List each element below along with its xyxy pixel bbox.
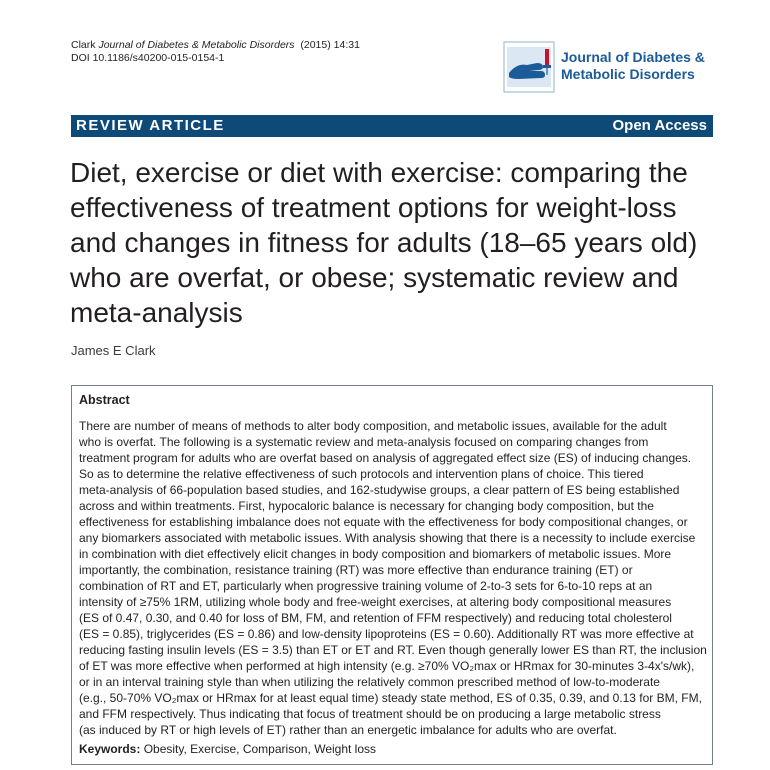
article-title: Diet, exercise or diet with exercise: co… bbox=[70, 157, 698, 328]
citation-journal: Journal of Diabetes & Metabolic Disorder… bbox=[98, 39, 295, 51]
keywords-line: Keywords: Obesity, Exercise, Comparison,… bbox=[79, 741, 376, 757]
citation-author: Clark bbox=[71, 39, 96, 51]
citation-volume: (2015) 14:31 bbox=[300, 39, 360, 51]
citation-line: Clark Journal of Diabetes & Metabolic Di… bbox=[71, 39, 360, 52]
keywords-label: Keywords: bbox=[79, 742, 141, 756]
journal-logo-title: Journal of Diabetes & Metabolic Disorder… bbox=[561, 49, 733, 83]
article-type-label: REVIEW ARTICLE bbox=[76, 117, 225, 134]
article-author: James E Clark bbox=[71, 343, 156, 358]
journal-logo-line1: Journal of Diabetes & bbox=[561, 49, 705, 65]
article-banner: REVIEW ARTICLE Open Access bbox=[71, 115, 713, 137]
abstract-heading: Abstract bbox=[79, 393, 130, 407]
abstract-text: There are number of means of methods to … bbox=[79, 419, 707, 737]
abstract-box: Abstract There are number of means of me… bbox=[71, 385, 713, 765]
journal-logo-line2: Metabolic Disorders bbox=[561, 66, 695, 82]
keywords-list: Obesity, Exercise, Comparison, Weight lo… bbox=[143, 742, 377, 756]
open-access-label: Open Access bbox=[612, 117, 708, 134]
citation-doi: DOI 10.1186/s40200-015-0154-1 bbox=[71, 52, 225, 64]
journal-logo: Journal of Diabetes & Metabolic Disorder… bbox=[503, 41, 733, 95]
journal-logo-icon bbox=[503, 41, 555, 93]
citation-block: Clark Journal of Diabetes & Metabolic Di… bbox=[71, 39, 360, 65]
